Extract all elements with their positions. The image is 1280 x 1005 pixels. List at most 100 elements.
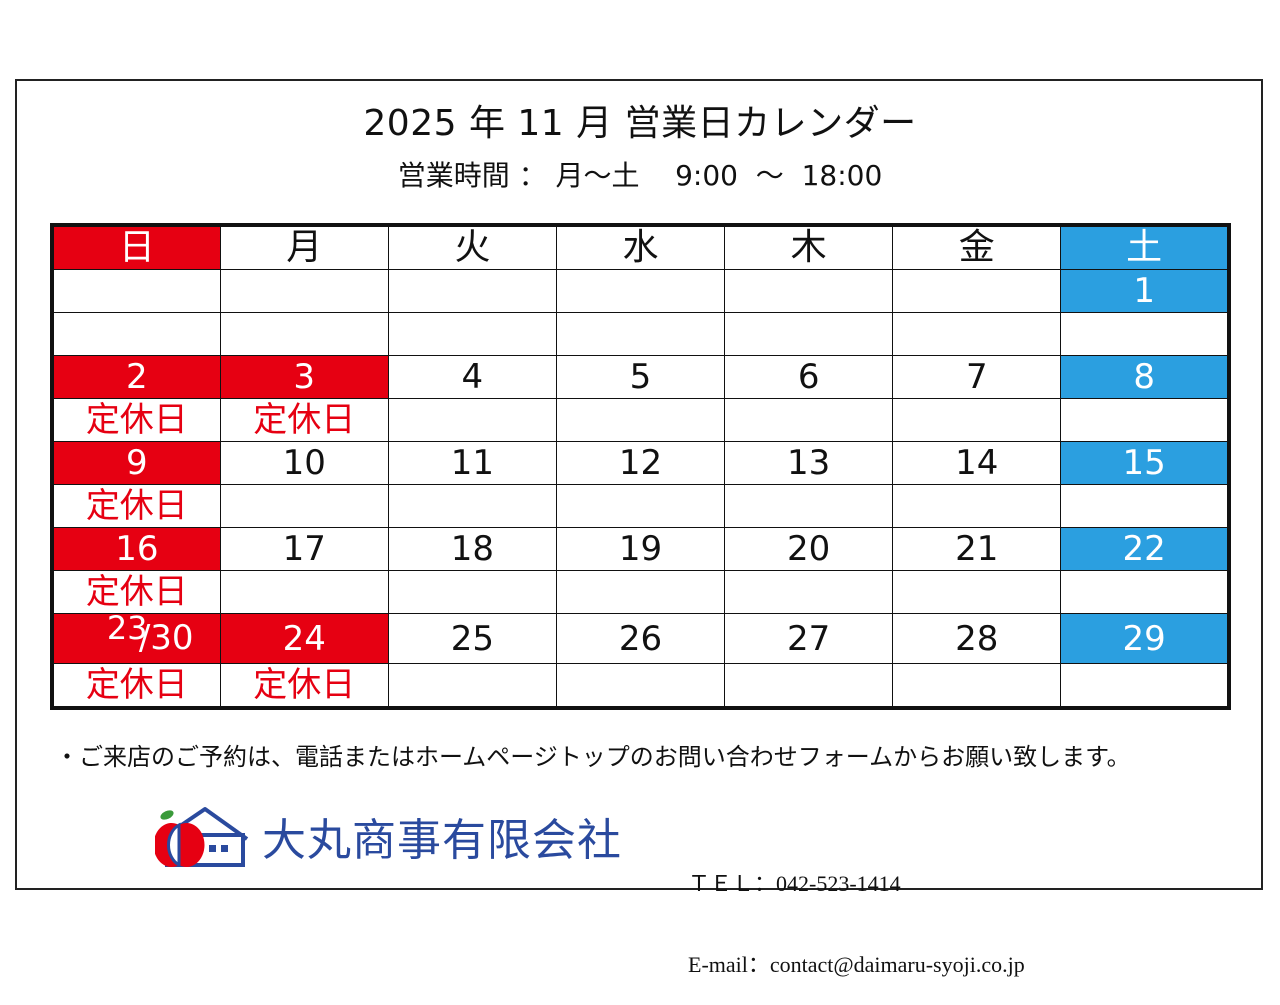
date-cell: 27 — [724, 613, 894, 664]
note-cell — [51, 312, 221, 356]
closed-label: 定休日 — [51, 663, 221, 709]
week-3-notes: 定休日 — [51, 484, 1230, 528]
note-cell — [387, 484, 557, 528]
date-cell: 12 — [555, 441, 726, 485]
note-cell — [219, 312, 389, 356]
note-cell — [387, 663, 557, 709]
note-cell — [1060, 312, 1230, 356]
week-4-dates: 16 17 18 19 20 21 22 — [51, 527, 1230, 571]
date-cell-saturday: 22 — [1060, 527, 1230, 571]
note-cell — [724, 312, 894, 356]
note-cell — [555, 570, 726, 614]
note-cell — [555, 663, 726, 709]
note-cell — [1060, 570, 1230, 614]
date-cell: 11 — [387, 441, 557, 485]
note-cell — [892, 663, 1062, 709]
week-4-notes: 定休日 — [51, 570, 1230, 614]
date-cell-closed: 24 — [219, 613, 389, 664]
note-cell — [387, 398, 557, 442]
house-with-apple-logo-icon — [155, 807, 249, 867]
note-cell — [892, 398, 1062, 442]
split-date-first: 23 — [106, 613, 148, 648]
date-cell-saturday: 29 — [1060, 613, 1230, 664]
weekday-thu: 木 — [724, 224, 894, 270]
closed-label: 定休日 — [51, 398, 221, 442]
phone-number: ＴＥＬ：042-523-1414 — [688, 871, 901, 896]
date-cell: 25 — [387, 613, 557, 664]
week-5-notes: 定休日 定休日 — [51, 663, 1230, 709]
date-cell: 13 — [724, 441, 894, 485]
note-cell — [219, 484, 389, 528]
date-cell-closed: 16 — [51, 527, 221, 571]
business-hours: 営業時間 ： 月～土 9:00 ～ 18:00 — [397, 159, 883, 192]
week-5-dates: 23 /30 24 25 26 27 28 29 — [51, 613, 1230, 664]
date-cell: 5 — [555, 355, 726, 399]
date-cell: 10 — [219, 441, 389, 485]
date-cell: 21 — [892, 527, 1062, 571]
week-3-dates: 9 10 11 12 13 14 15 — [51, 441, 1230, 485]
note-cell — [892, 570, 1062, 614]
split-date-second: /30 — [138, 618, 194, 658]
closed-label: 定休日 — [219, 663, 389, 709]
note-cell — [724, 398, 894, 442]
note-cell — [219, 570, 389, 614]
week-1-notes — [51, 312, 1230, 356]
date-cell: 17 — [219, 527, 389, 571]
note-cell — [724, 570, 894, 614]
page-title: 2025 年 11 月 営業日カレンダー — [363, 103, 917, 144]
note-cell — [555, 398, 726, 442]
weekday-fri: 金 — [892, 224, 1062, 270]
date-cell — [51, 269, 221, 313]
week-1-dates: 1 — [51, 269, 1230, 313]
weekday-sat: 土 — [1060, 224, 1230, 270]
weekday-mon: 月 — [219, 224, 389, 270]
closed-label: 定休日 — [51, 484, 221, 528]
note-cell — [724, 663, 894, 709]
week-2-notes: 定休日 定休日 — [51, 398, 1230, 442]
date-cell-saturday: 15 — [1060, 441, 1230, 485]
date-cell-saturday: 1 — [1060, 269, 1230, 313]
date-cell: 7 — [892, 355, 1062, 399]
date-cell — [387, 269, 557, 313]
note-cell — [892, 312, 1062, 356]
note-cell — [387, 312, 557, 356]
note-cell — [892, 484, 1062, 528]
date-cell-saturday: 8 — [1060, 355, 1230, 399]
date-cell-closed: 3 — [219, 355, 389, 399]
date-cell — [892, 269, 1062, 313]
note-cell — [387, 570, 557, 614]
weekday-tue: 火 — [387, 224, 557, 270]
date-cell-closed-23-30: 23 /30 — [51, 613, 221, 664]
contact-info: ＴＥＬ：042-523-1414 E-mail：contact@daimaru-… — [688, 816, 1025, 1005]
email-address: E-mail：contact@daimaru-syoji.co.jp — [688, 952, 1025, 977]
weekday-wed: 水 — [555, 224, 726, 270]
split-date: 23 /30 — [77, 613, 197, 659]
date-cell: 19 — [555, 527, 726, 571]
note-cell — [555, 484, 726, 528]
note-cell — [555, 312, 726, 356]
closed-label: 定休日 — [51, 570, 221, 614]
calendar-table: 日 月 火 水 木 金 土 1 — [50, 223, 1231, 710]
date-cell: 28 — [892, 613, 1062, 664]
weekday-header-row: 日 月 火 水 木 金 土 — [51, 224, 1230, 270]
date-cell — [219, 269, 389, 313]
date-cell: 4 — [387, 355, 557, 399]
date-cell-closed: 9 — [51, 441, 221, 485]
note-cell — [1060, 484, 1230, 528]
date-cell: 20 — [724, 527, 894, 571]
company-name: 大丸商事有限会社 — [262, 815, 622, 866]
note-cell — [1060, 398, 1230, 442]
date-cell — [555, 269, 726, 313]
date-cell: 6 — [724, 355, 894, 399]
date-cell: 18 — [387, 527, 557, 571]
reservation-note: ・ご来店のご予約は、電話またはホームページトップのお問い合わせフォームからお願い… — [55, 743, 1131, 771]
week-2-dates: 2 3 4 5 6 7 8 — [51, 355, 1230, 399]
date-cell-closed: 2 — [51, 355, 221, 399]
note-cell — [1060, 663, 1230, 709]
calendar-frame — [15, 79, 1263, 890]
closed-label: 定休日 — [219, 398, 389, 442]
note-cell — [724, 484, 894, 528]
date-cell: 14 — [892, 441, 1062, 485]
date-cell: 26 — [555, 613, 726, 664]
date-cell — [724, 269, 894, 313]
